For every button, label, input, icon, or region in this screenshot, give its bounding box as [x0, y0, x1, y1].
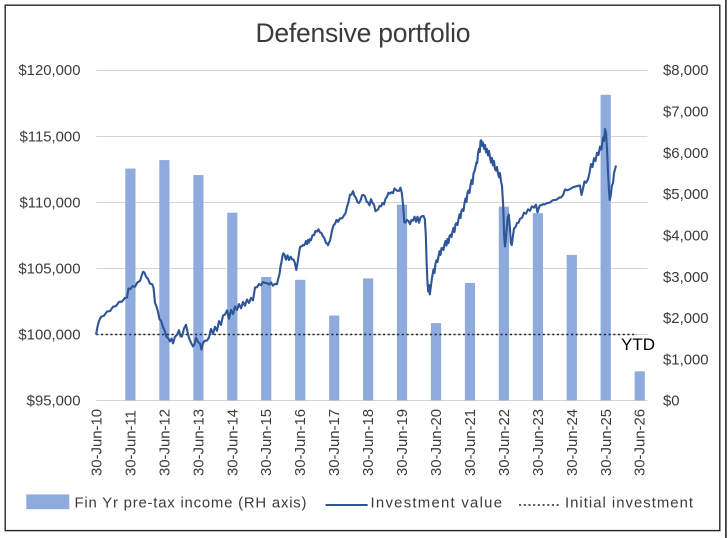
svg-text:Defensive portfolio: Defensive portfolio [256, 18, 471, 48]
svg-text:30-Jun-12: 30-Jun-12 [157, 409, 173, 476]
svg-text:Fin Yr pre-tax income (RH axis: Fin Yr pre-tax income (RH axis) [75, 496, 307, 512]
svg-text:30-Jun-10: 30-Jun-10 [90, 409, 106, 476]
svg-text:30-Jun-11: 30-Jun-11 [123, 410, 139, 476]
svg-text:30-Jun-14: 30-Jun-14 [225, 409, 241, 476]
svg-text:30-Jun-19: 30-Jun-19 [395, 409, 411, 476]
svg-text:$0: $0 [663, 394, 680, 410]
svg-text:$110,000: $110,000 [19, 195, 80, 211]
svg-text:$2,000: $2,000 [663, 311, 709, 327]
svg-text:30-Jun-17: 30-Jun-17 [327, 409, 343, 476]
svg-text:YTD: YTD [621, 335, 655, 354]
svg-text:$1,000: $1,000 [663, 352, 709, 368]
svg-text:30-Jun-18: 30-Jun-18 [361, 409, 377, 476]
svg-text:$3,000: $3,000 [663, 270, 709, 286]
svg-text:$4,000: $4,000 [663, 228, 709, 244]
svg-text:$7,000: $7,000 [663, 105, 709, 121]
svg-text:30-Jun-20: 30-Jun-20 [429, 409, 445, 476]
svg-text:$115,000: $115,000 [19, 129, 80, 145]
svg-text:$6,000: $6,000 [663, 146, 709, 162]
svg-text:$120,000: $120,000 [18, 63, 80, 79]
svg-text:30-Jun-22: 30-Jun-22 [497, 409, 513, 476]
svg-text:30-Jun-15: 30-Jun-15 [259, 409, 275, 476]
svg-text:30-Jun-24: 30-Jun-24 [565, 409, 581, 476]
svg-text:30-Jun-23: 30-Jun-23 [531, 409, 547, 476]
svg-text:$8,000: $8,000 [663, 63, 709, 79]
svg-text:30-Jun-25: 30-Jun-25 [599, 409, 615, 476]
svg-text:$5,000: $5,000 [663, 187, 709, 203]
svg-text:$105,000: $105,000 [18, 261, 80, 277]
svg-text:Investment value: Investment value [371, 496, 503, 512]
svg-text:Initial investment: Initial investment [565, 496, 694, 512]
svg-text:30-Jun-26: 30-Jun-26 [633, 409, 649, 476]
svg-text:$95,000: $95,000 [27, 394, 81, 410]
svg-text:30-Jun-16: 30-Jun-16 [293, 409, 309, 476]
svg-text:$100,000: $100,000 [18, 328, 80, 344]
svg-text:30-Jun-21: 30-Jun-21 [463, 409, 479, 476]
svg-text:30-Jun-13: 30-Jun-13 [191, 409, 207, 476]
